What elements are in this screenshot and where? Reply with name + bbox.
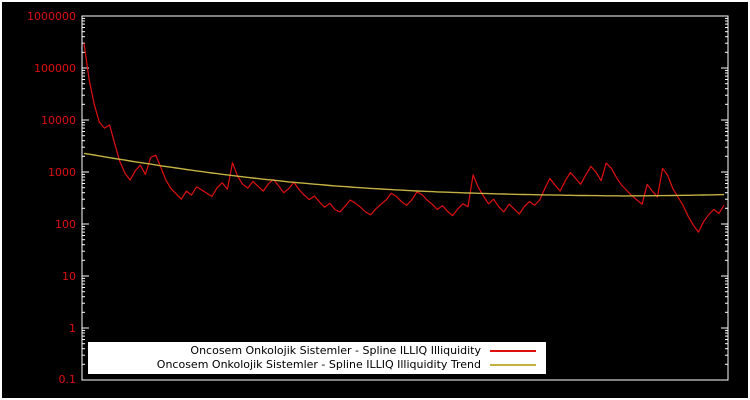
y-axis-label: 10 (62, 270, 76, 283)
y-axis-ticks (82, 15, 728, 381)
y-axis-label: 1000000 (27, 10, 76, 23)
y-axis-label: 0.1 (59, 373, 77, 386)
legend-line-sample-illiq (490, 350, 536, 352)
legend-line-sample-trend (490, 364, 536, 366)
legend-item-illiq: Oncosem Onkolojik Sistemler - Spline ILL… (88, 344, 546, 358)
illiq-line (83, 43, 725, 233)
y-axis-label: 100 (55, 218, 76, 231)
legend-label-illiq: Oncosem Onkolojik Sistemler - Spline ILL… (190, 344, 481, 357)
legend: Oncosem Onkolojik Sistemler - Spline ILL… (88, 342, 546, 374)
y-axis-label: 100000 (34, 62, 76, 75)
y-axis-label: 1 (69, 322, 76, 335)
legend-label-trend: Oncosem Onkolojik Sistemler - Spline ILL… (156, 358, 481, 371)
y-axis-label: 1000 (48, 166, 76, 179)
plot-border (81, 15, 729, 381)
legend-item-trend: Oncosem Onkolojik Sistemler - Spline ILL… (88, 358, 546, 372)
trend-line (83, 152, 725, 197)
y-axis-label: 10000 (41, 114, 76, 127)
